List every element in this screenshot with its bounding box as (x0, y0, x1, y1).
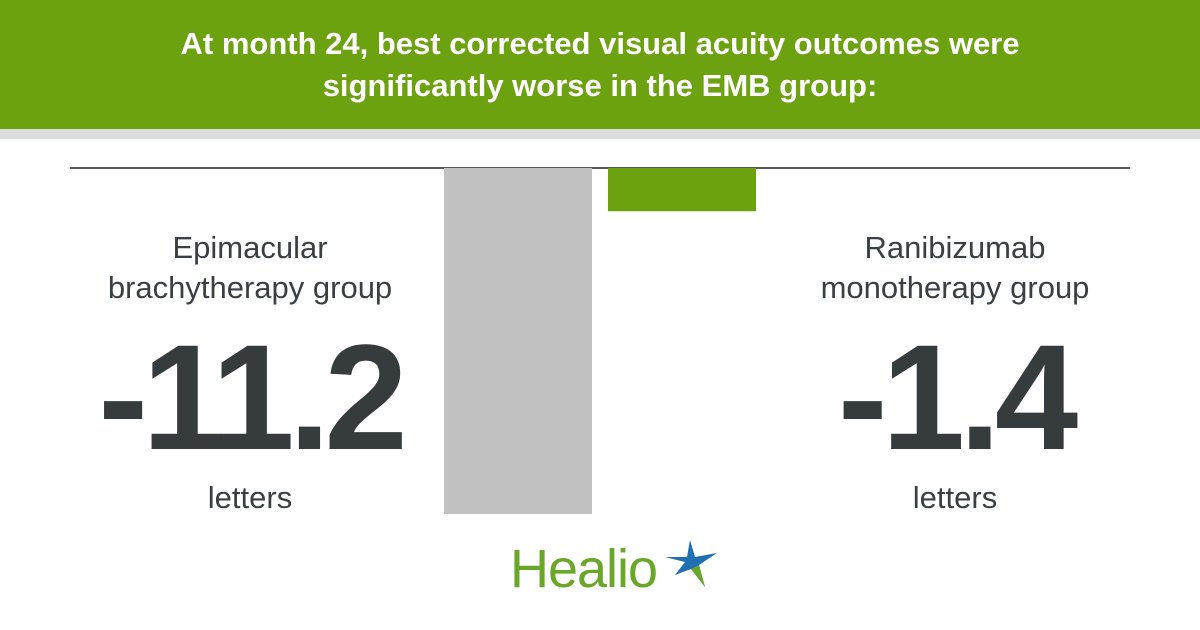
value-label-left: -11.2 (98, 313, 408, 481)
category-label-right: Ranibizumab monotherapy group (820, 230, 1090, 305)
unit-label-right: letters (912, 480, 998, 515)
category-label-left: Epimacular brachytherapy group (107, 230, 393, 305)
value-label-right: -1.4 (837, 313, 1078, 481)
unit-label-left: letters (207, 480, 293, 515)
bar-epimacular (444, 168, 592, 514)
chart-title: At month 24, best corrected visual acuit… (0, 0, 1200, 129)
healio-star-icon (665, 540, 717, 587)
bar-ranibizumab (608, 168, 756, 212)
healio-logo: Healio (510, 539, 658, 599)
divider-strip (0, 129, 1200, 139)
